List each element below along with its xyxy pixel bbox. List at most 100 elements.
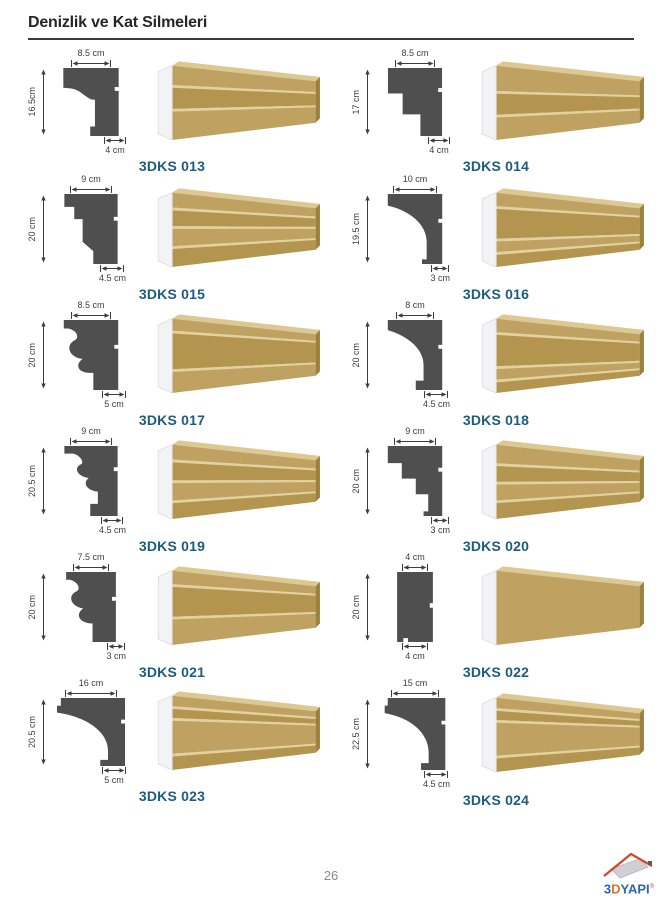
bottom-width-label: 3 cm (430, 273, 450, 283)
top-width-label: 16 cm (78, 678, 104, 688)
height-label: 19.5 cm (351, 212, 361, 245)
horizontal-arrow-icon (402, 564, 428, 571)
horizontal-arrow-icon (428, 137, 450, 144)
profile-silhouette (63, 320, 119, 390)
top-width-label: 9 cm (405, 426, 425, 436)
profile-silhouette-box (372, 320, 458, 390)
product-card: 4 cm 20 cm 4 cm 3DKS 022 (342, 550, 650, 680)
product-photo (157, 440, 320, 520)
product-photo (481, 440, 644, 520)
profile-silhouette (384, 698, 446, 770)
horizontal-arrow-icon (71, 60, 111, 67)
product-photo (481, 566, 644, 646)
product-card: 16 cm 20.5 cm 5 cm 3DKS 023 (18, 676, 326, 804)
product-code: 3DKS 018 (462, 412, 530, 428)
dimension-top-width: 8.5 cm (372, 46, 458, 68)
profile-silhouette-box (372, 446, 458, 516)
product-code: 3DKS 014 (462, 158, 530, 174)
page-header: Denizlik ve Kat Silmeleri (0, 0, 662, 40)
profile-diagram: 7.5 cm 20 cm 3 cm (18, 550, 134, 664)
dimension-bottom-width: 3 cm (372, 516, 458, 538)
horizontal-arrow-icon (431, 265, 450, 272)
vertical-arrow-icon (365, 69, 370, 135)
profile-diagram: 9 cm 20 cm 3 cm (342, 424, 458, 538)
product-code: 3DKS 024 (462, 792, 530, 808)
dimension-top-width: 9 cm (372, 424, 458, 446)
product-photo (157, 188, 320, 268)
product-card: 8.5 cm 16.5cm 4 cm 3DKS 013 (18, 46, 326, 174)
vertical-arrow-icon (365, 447, 370, 515)
dimension-height: 20.5 cm (18, 698, 48, 766)
product-card: 9 cm 20.5 cm 4.5 cm 3DKS 019 (18, 424, 326, 554)
vertical-arrow-icon (41, 321, 46, 389)
dimension-height: 20 cm (342, 572, 372, 642)
dimension-height: 20 cm (18, 194, 48, 264)
profile-diagram: 8.5 cm 16.5cm 4 cm (18, 46, 134, 158)
dimension-bottom-width: 4 cm (372, 642, 458, 664)
product-card: 10 cm 19.5 cm 3 cm 3DKS 016 (342, 172, 650, 302)
horizontal-arrow-icon (102, 767, 126, 774)
profile-silhouette (57, 698, 125, 766)
product-code: 3DKS 015 (138, 286, 206, 302)
bottom-width-label: 3 cm (106, 651, 126, 661)
dimension-bottom-width: 5 cm (48, 766, 134, 788)
horizontal-arrow-icon (424, 771, 449, 778)
vertical-arrow-icon (365, 321, 370, 389)
vertical-arrow-icon (41, 447, 46, 515)
bottom-width-label: 5 cm (104, 399, 124, 409)
dimension-top-width: 4 cm (372, 550, 458, 572)
profile-diagram: 16 cm 20.5 cm 5 cm (18, 676, 134, 788)
horizontal-arrow-icon (65, 690, 117, 697)
product-photo (157, 314, 320, 394)
dimension-height: 20 cm (342, 446, 372, 516)
product-code: 3DKS 016 (462, 286, 530, 302)
horizontal-arrow-icon (391, 690, 439, 697)
profile-silhouette (64, 194, 118, 264)
dimension-bottom-width: 3 cm (372, 264, 458, 286)
dimension-top-width: 9 cm (48, 172, 134, 194)
height-label: 17 cm (351, 89, 361, 115)
profile-silhouette (63, 68, 119, 136)
bottom-width-label: 4 cm (405, 651, 425, 661)
horizontal-arrow-icon (100, 265, 125, 272)
dimension-height: 20 cm (18, 572, 48, 642)
top-width-label: 8.5 cm (77, 300, 105, 310)
vertical-arrow-icon (41, 699, 46, 765)
product-photo (481, 693, 644, 773)
top-width-label: 4 cm (405, 552, 425, 562)
vertical-arrow-icon (41, 69, 46, 135)
dimension-height: 20 cm (18, 320, 48, 390)
horizontal-arrow-icon (70, 186, 112, 193)
dimension-top-width: 9 cm (48, 424, 134, 446)
horizontal-arrow-icon (424, 391, 449, 398)
profile-silhouette (387, 68, 443, 136)
profile-silhouette (387, 194, 443, 264)
profile-silhouette-box (372, 698, 458, 770)
product-code: 3DKS 013 (138, 158, 206, 174)
top-width-label: 7.5 cm (77, 552, 105, 562)
horizontal-arrow-icon (102, 391, 126, 398)
product-code: 3DKS 022 (462, 664, 530, 680)
product-code: 3DKS 023 (138, 788, 206, 804)
vertical-arrow-icon (365, 195, 370, 263)
profile-diagram: 8 cm 20 cm 4.5 cm (342, 298, 458, 412)
bottom-width-label: 4.5 cm (98, 525, 126, 535)
profile-diagram: 9 cm 20.5 cm 4.5 cm (18, 424, 134, 538)
horizontal-arrow-icon (395, 60, 435, 67)
product-card: 15 cm 22.5 cm 4.5 cm 3DKS 024 (342, 676, 650, 808)
dimension-height: 17 cm (342, 68, 372, 136)
horizontal-arrow-icon (104, 137, 126, 144)
logo-wordmark: 3DYAPI® (604, 881, 654, 895)
profile-diagram: 4 cm 20 cm 4 cm (342, 550, 458, 664)
logo-letters-yapi: YAPI (620, 881, 650, 896)
product-code: 3DKS 019 (138, 538, 206, 554)
vertical-arrow-icon (41, 573, 46, 641)
bottom-width-label: 3 cm (430, 525, 450, 535)
profile-diagram: 10 cm 19.5 cm 3 cm (342, 172, 458, 286)
page-title: Denizlik ve Kat Silmeleri (28, 14, 634, 40)
horizontal-arrow-icon (101, 517, 124, 524)
horizontal-arrow-icon (402, 643, 428, 650)
bottom-width-label: 4 cm (105, 145, 125, 155)
dimension-bottom-width: 4.5 cm (48, 264, 134, 286)
